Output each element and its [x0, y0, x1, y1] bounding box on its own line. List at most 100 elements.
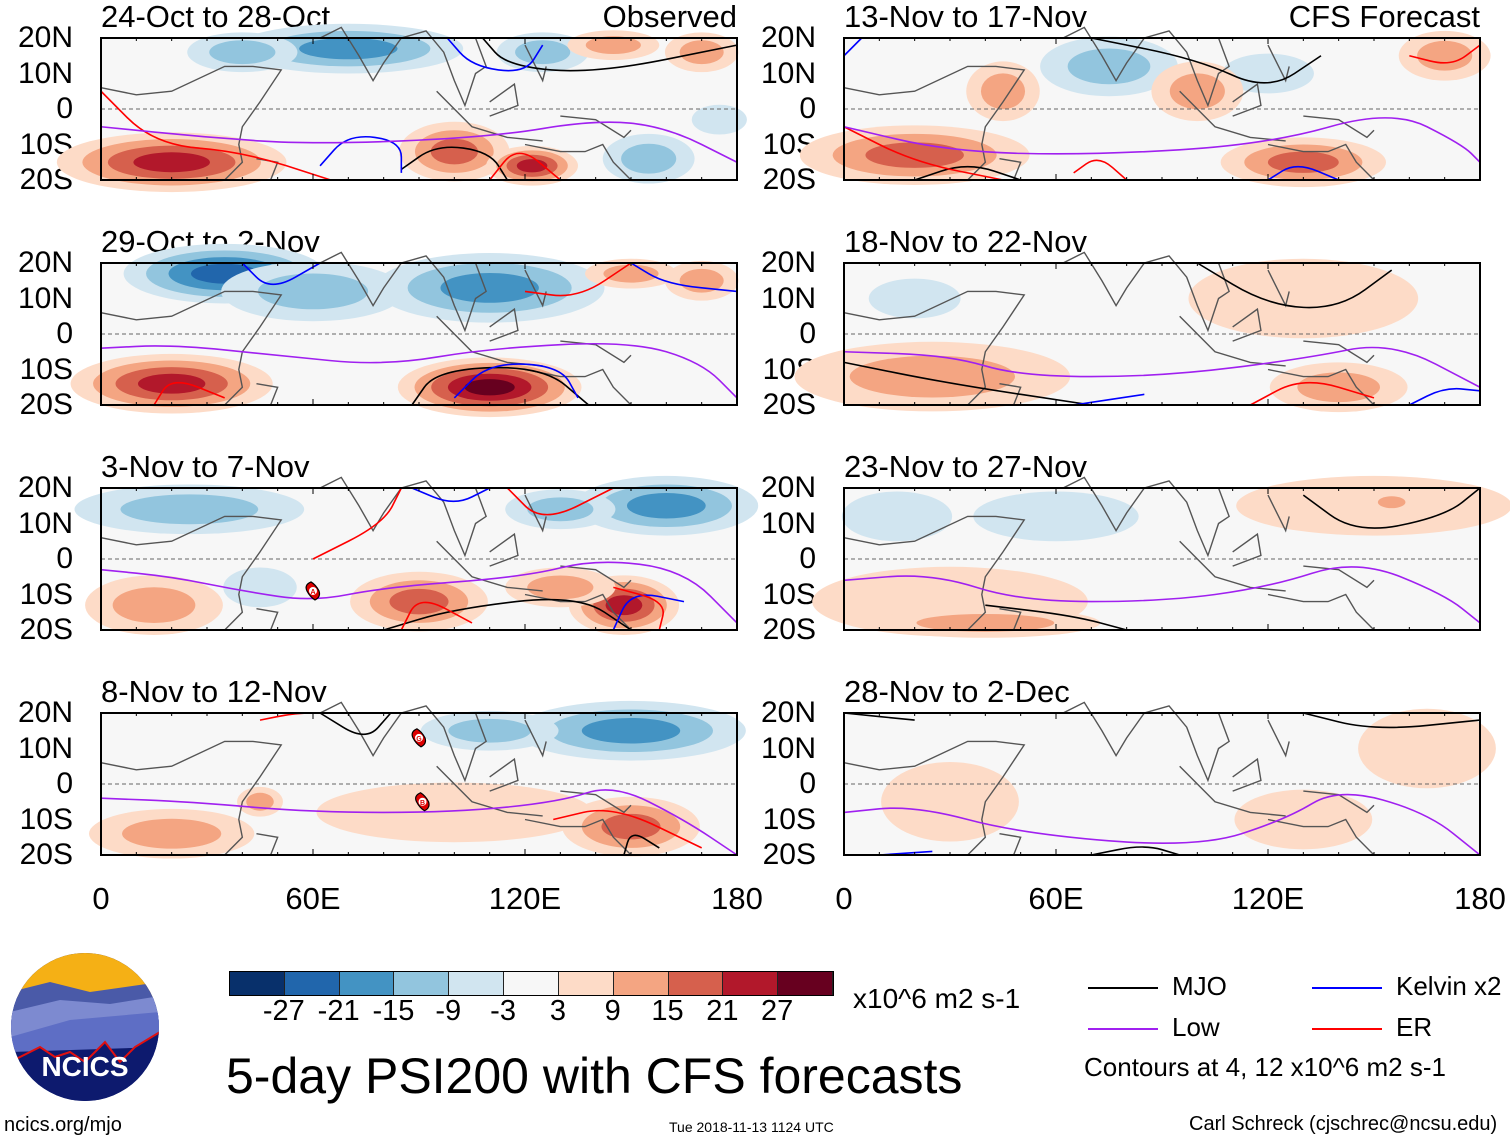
colorbar-swatch	[723, 972, 779, 995]
lon-tick-label: 180	[711, 881, 763, 916]
contour-note: Contours at 4, 12 x10^6 m2 s-1	[1084, 1052, 1446, 1082]
panel-title: 3-Nov to 7-Nov	[101, 449, 310, 484]
lat-tick-label: 20N	[17, 21, 73, 54]
mjo-contour	[985, 604, 1127, 631]
panel-title: 13-Nov to 17-Nov	[844, 0, 1087, 34]
coastline	[999, 383, 1022, 406]
negative-anomaly	[841, 491, 953, 542]
coastline	[560, 565, 632, 589]
lat-tick-label: 10S	[762, 802, 816, 836]
low-contour	[100, 789, 738, 856]
negative-anomaly	[626, 492, 706, 519]
er-contour	[400, 601, 473, 631]
legend-label: Low	[1172, 1012, 1220, 1042]
kelvin-contour	[446, 37, 544, 72]
er-contour	[312, 487, 403, 560]
coastline	[100, 515, 283, 631]
colorbar-label: -27	[262, 995, 305, 1027]
lat-tick-label: 20S	[19, 613, 73, 646]
coastline	[489, 82, 519, 117]
mjo-contour	[1091, 37, 1322, 84]
lat-tick-label: 10S	[19, 802, 73, 836]
coastline	[302, 26, 487, 108]
positive-anomaly	[1267, 151, 1339, 173]
mjo-contour	[319, 712, 392, 736]
lat-tick-label: 20N	[760, 696, 816, 729]
coastline	[1232, 82, 1262, 117]
positive-anomaly	[849, 355, 1016, 398]
colorbar-swatch	[504, 972, 559, 995]
negative-anomaly	[581, 717, 681, 744]
coastline	[843, 65, 1026, 181]
coastline	[1267, 44, 1290, 83]
legend-label: MJO	[1172, 971, 1227, 1001]
mjo-contour	[400, 146, 509, 181]
lat-tick-label: 0	[56, 92, 73, 125]
coastline	[1303, 340, 1375, 364]
coastline	[489, 532, 519, 567]
negative-anomaly	[527, 497, 594, 522]
colorbar-label: -15	[372, 995, 415, 1027]
lat-tick-label: 0	[799, 542, 816, 575]
positive-anomaly	[1234, 789, 1373, 850]
coastline	[1232, 532, 1262, 567]
coastline	[1303, 565, 1375, 589]
coastline	[524, 269, 547, 308]
author-credit: Carl Schreck (cjschrec@ncsu.edu)	[1189, 1113, 1498, 1135]
coastline	[100, 290, 283, 406]
coastline	[999, 608, 1022, 631]
lat-tick-label: 10N	[760, 506, 816, 540]
low-contour	[100, 342, 738, 399]
negative-anomaly	[223, 567, 297, 608]
coastline	[560, 340, 632, 364]
coastline	[524, 494, 547, 533]
map-panel	[56, 23, 747, 193]
legend-label: Kelvin x2	[1396, 971, 1502, 1001]
colorbar-swatch	[558, 972, 614, 995]
colorbar-label: 3	[549, 995, 566, 1027]
coastline	[1303, 115, 1375, 139]
panel-title: 28-Nov to 2-Dec	[844, 674, 1070, 709]
lat-tick-label: 10N	[760, 281, 816, 315]
lat-tick-label: 10N	[17, 506, 73, 540]
coastline	[1045, 251, 1230, 333]
kelvin-contour	[241, 262, 321, 286]
lat-tick-label: 10S	[762, 577, 816, 611]
low-contour	[843, 117, 1481, 163]
er-contour	[843, 126, 1004, 181]
colorbar-swatch	[394, 972, 450, 995]
positive-anomaly	[316, 782, 593, 843]
storm-label: B	[420, 800, 425, 807]
lat-tick-label: 10N	[760, 56, 816, 90]
lat-tick-label: 0	[799, 317, 816, 350]
legend-label: ER	[1396, 1012, 1433, 1042]
legend-line	[1312, 987, 1382, 989]
website-link[interactable]: ncics.org/mjo	[4, 1114, 122, 1136]
coastline	[1232, 757, 1262, 792]
positive-anomaly	[601, 813, 661, 840]
colorbar-label: -21	[317, 995, 360, 1027]
lon-tick-label: 0	[92, 881, 110, 916]
coastline	[1179, 90, 1286, 142]
coastline	[560, 790, 632, 814]
kelvin-contour	[319, 136, 403, 173]
coastline	[1267, 719, 1290, 758]
low-contour	[843, 793, 1481, 856]
map-panel: GB	[88, 700, 746, 859]
mjo-contour	[411, 366, 590, 406]
lat-tick-label: 20S	[762, 388, 816, 421]
legend-line	[1312, 1028, 1382, 1030]
panel-title: 23-Nov to 27-Nov	[844, 449, 1087, 484]
storm-label: G	[416, 736, 422, 743]
coastline	[524, 818, 632, 856]
lon-tick-label: 0	[835, 881, 853, 916]
positive-anomaly	[881, 761, 1019, 842]
negative-anomaly	[691, 104, 747, 135]
coastline	[524, 143, 632, 181]
coastline	[1045, 26, 1230, 108]
lon-tick-label: 60E	[1028, 881, 1084, 916]
er-contour	[524, 262, 632, 297]
map-panel	[812, 475, 1510, 638]
coastline	[302, 251, 487, 333]
mjo-contour	[623, 834, 660, 856]
